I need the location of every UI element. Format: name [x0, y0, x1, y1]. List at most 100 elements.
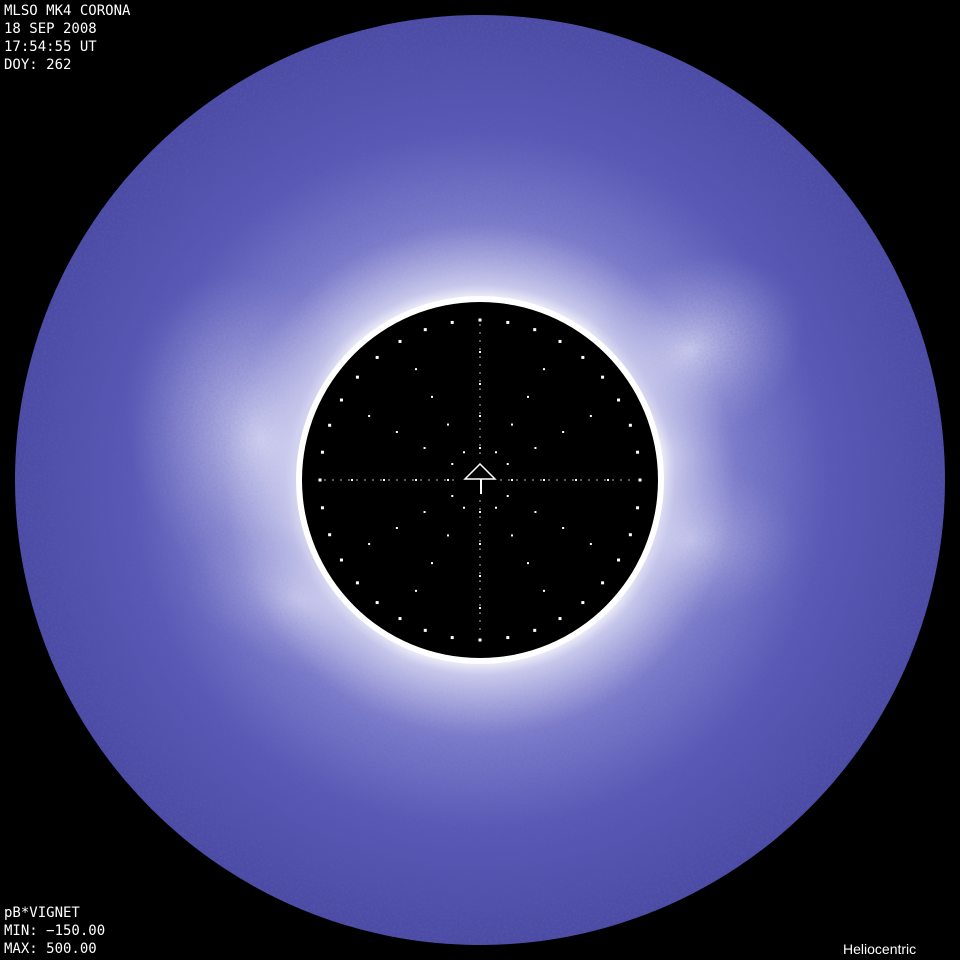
limb-dot — [320, 506, 324, 510]
crosshair-dot — [548, 479, 550, 481]
limb-dot — [355, 581, 359, 585]
grid-dot — [415, 368, 417, 371]
grid-dot — [511, 534, 513, 537]
crosshair-dot — [588, 479, 590, 481]
crosshair-dot — [479, 500, 481, 502]
crosshair-dot — [479, 388, 481, 390]
grid-dot — [543, 479, 545, 481]
grid-dot — [589, 543, 592, 545]
limb-dot — [617, 558, 621, 562]
crosshair-dot — [524, 479, 526, 481]
limb-dot — [581, 355, 585, 359]
min-label: MIN: −150.00 — [4, 923, 106, 939]
crosshair-dot — [516, 479, 518, 481]
crosshair-dot — [444, 479, 446, 481]
crosshair-dot — [479, 612, 481, 614]
crosshair-dot — [479, 452, 481, 454]
product-label: pB*VIGNET — [4, 905, 80, 921]
limb-dot — [398, 339, 402, 343]
crosshair-dot — [479, 436, 481, 438]
crosshair-dot — [604, 479, 606, 481]
coordinate-system-label: Heliocentric — [843, 941, 917, 957]
crosshair-dot — [479, 580, 481, 582]
time-label: 17:54:55 UT — [4, 39, 97, 55]
scale-info: pB*VIGNET MIN: −150.00 MAX: 500.00 — [4, 904, 105, 958]
crosshair-dot — [479, 428, 481, 430]
crosshair-dot — [479, 524, 481, 526]
limb-dot — [450, 636, 454, 640]
grid-dot — [511, 479, 513, 481]
grid-dot — [495, 451, 497, 454]
grid-dot — [447, 479, 449, 481]
grid-dot — [463, 506, 465, 509]
crosshair-dot — [356, 479, 358, 481]
crosshair-dot — [479, 596, 481, 598]
max-label: MAX: 500.00 — [4, 941, 97, 957]
limb-dot — [601, 581, 605, 585]
crosshair-dot — [479, 340, 481, 342]
grid-dot — [479, 351, 481, 353]
limb-dot — [450, 320, 454, 324]
grid-dot — [423, 511, 426, 513]
limb-dot — [628, 423, 632, 427]
limb-dot — [355, 375, 359, 379]
limb-dot — [506, 636, 510, 640]
grid-dot — [479, 447, 481, 449]
grid-dot — [447, 423, 449, 426]
crosshair-dot — [596, 479, 598, 481]
limb-dot — [318, 478, 322, 482]
grid-dot — [562, 431, 565, 433]
grid-dot — [506, 495, 509, 497]
crosshair-dot — [372, 479, 374, 481]
crosshair-dot — [479, 444, 481, 446]
grid-dot — [395, 527, 398, 529]
grid-dot — [431, 395, 433, 398]
limb-dot — [628, 533, 632, 537]
crosshair-dot — [540, 479, 542, 481]
crosshair-dot — [348, 479, 350, 481]
limb-dot — [423, 328, 427, 332]
crosshair-dot — [556, 479, 558, 481]
grid-dot — [479, 383, 481, 385]
crosshair-dot — [404, 479, 406, 481]
limb-dot — [601, 375, 605, 379]
limb-dot — [339, 398, 343, 402]
crosshair-dot — [479, 572, 481, 574]
crosshair-dot — [396, 479, 398, 481]
crosshair-dot — [479, 348, 481, 350]
crosshair-dot — [479, 380, 481, 382]
limb-dot — [375, 601, 379, 605]
limb-dot — [328, 533, 332, 537]
crosshair-dot — [479, 556, 481, 558]
limb-dot — [558, 617, 562, 621]
crosshair-dot — [479, 356, 481, 358]
limb-dot — [533, 328, 537, 332]
grid-dot — [451, 495, 454, 497]
crosshair-dot — [412, 479, 414, 481]
limb-dot — [533, 628, 537, 632]
limb-dot — [339, 558, 343, 562]
crosshair-dot — [428, 479, 430, 481]
grid-dot — [368, 415, 371, 417]
crosshair-dot — [479, 628, 481, 630]
grid-dot — [527, 562, 529, 565]
crosshair-dot — [479, 532, 481, 534]
crosshair-dot — [479, 620, 481, 622]
crosshair-dot — [479, 364, 481, 366]
limb-dot — [423, 628, 427, 632]
crosshair-dot — [572, 479, 574, 481]
crosshair-dot — [479, 508, 481, 510]
limb-dot — [617, 398, 621, 402]
grid-dot — [383, 479, 385, 481]
grid-dot — [543, 368, 545, 371]
crosshair-dot — [324, 479, 326, 481]
instrument-label: MLSO MK4 CORONA — [4, 3, 131, 19]
grid-dot — [423, 447, 426, 449]
grid-dot — [395, 431, 398, 433]
date-label: 18 SEP 2008 — [4, 21, 97, 37]
grid-dot — [479, 607, 481, 609]
crosshair-dot — [479, 540, 481, 542]
grid-dot — [527, 395, 529, 398]
grid-dot — [511, 423, 513, 426]
